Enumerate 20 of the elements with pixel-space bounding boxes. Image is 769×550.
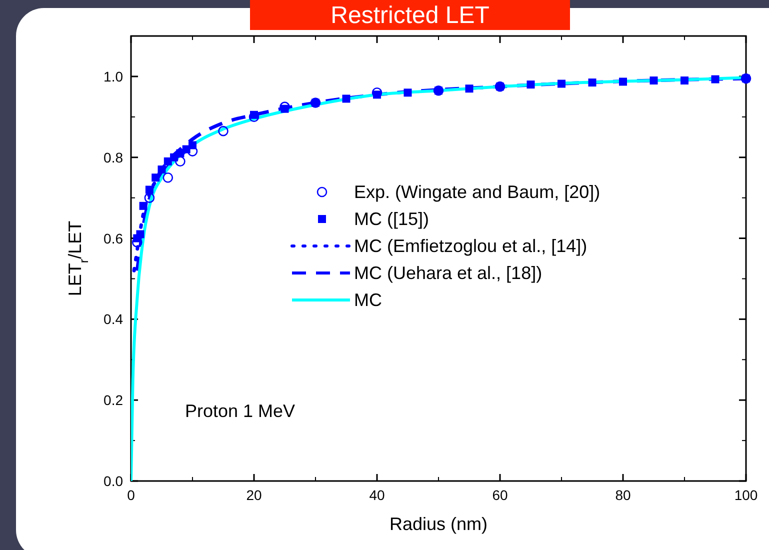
y-tick-label: 0.2 [104,392,124,408]
x-axis-title: Radius (nm) [389,514,488,534]
legend-label: MC ([15]) [354,209,430,229]
x-tick-label: 100 [734,487,758,503]
x-tick-label: 80 [615,487,631,503]
y-tick-label: 1.0 [104,68,124,84]
x-tick-label: 20 [246,487,262,503]
y-tick-label: 0.4 [104,311,124,328]
legend-label: Exp. (Wingate and Baum, [20]) [354,182,600,202]
x-tick-label: 0 [127,487,136,503]
y-tick-label: 0.0 [104,473,124,489]
x-tick-label: 60 [492,487,508,503]
legend-label: MC [354,290,382,310]
legend-label: MC (Emfietzoglou et al., [14]) [354,236,588,256]
y-tick-label: 0.8 [104,149,124,166]
legend-label: MC (Uehara et al., [18]) [354,263,542,283]
chart-title: Restricted LET [330,2,490,29]
y-tick-label: 0.6 [104,230,124,246]
annotation: Proton 1 MeV [185,401,296,421]
x-tick-label: 40 [369,487,385,503]
